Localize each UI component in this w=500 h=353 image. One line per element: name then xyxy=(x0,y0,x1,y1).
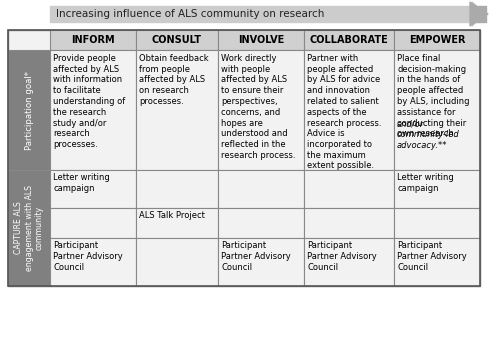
Bar xyxy=(218,208,304,238)
Bar xyxy=(394,170,480,208)
Bar xyxy=(304,170,394,208)
Text: Increasing influence of ALS community on research: Increasing influence of ALS community on… xyxy=(56,9,324,19)
Text: Participant
Partner Advisory
Council: Participant Partner Advisory Council xyxy=(397,241,467,271)
Text: Place final
decision-making
in the hands of
people affected
by ALS, including
as: Place final decision-making in the hands… xyxy=(397,54,469,138)
Bar xyxy=(50,30,136,50)
Bar xyxy=(394,50,480,170)
Text: Partner with
people affected
by ALS for advice
and innovation
related to salient: Partner with people affected by ALS for … xyxy=(307,54,382,170)
Bar xyxy=(136,30,218,50)
Text: Participant
Partner Advisory
Council: Participant Partner Advisory Council xyxy=(53,241,123,271)
Bar xyxy=(8,50,50,170)
Text: CONSULT: CONSULT xyxy=(152,35,202,45)
Bar xyxy=(394,238,480,286)
Text: Work directly
with people
affected by ALS
to ensure their
perspectives,
concerns: Work directly with people affected by AL… xyxy=(221,54,296,160)
Text: Participant
Partner Advisory
Council: Participant Partner Advisory Council xyxy=(307,241,377,271)
Text: EMPOWER: EMPOWER xyxy=(409,35,465,45)
Text: INVOLVE: INVOLVE xyxy=(238,35,284,45)
Bar xyxy=(50,170,136,208)
Bar xyxy=(8,170,50,286)
Text: CAPTURE ALS
engagement with ALS
community: CAPTURE ALS engagement with ALS communit… xyxy=(14,185,44,271)
Bar xyxy=(136,50,218,170)
Bar xyxy=(8,30,480,286)
Text: COLLABORATE: COLLABORATE xyxy=(310,35,388,45)
Bar xyxy=(218,238,304,286)
Text: Letter writing
campaign: Letter writing campaign xyxy=(53,173,110,193)
Text: Letter writing
campaign: Letter writing campaign xyxy=(397,173,454,193)
Text: INFORM: INFORM xyxy=(71,35,115,45)
Bar xyxy=(50,208,136,238)
Bar xyxy=(50,238,136,286)
Text: Provide people
affected by ALS
with information
to facilitate
understanding of
t: Provide people affected by ALS with info… xyxy=(53,54,125,149)
Bar xyxy=(304,238,394,286)
Polygon shape xyxy=(470,2,488,26)
Bar xyxy=(304,208,394,238)
Bar xyxy=(304,30,394,50)
Bar xyxy=(136,208,218,238)
Polygon shape xyxy=(50,7,470,21)
Text: Participant
Partner Advisory
Council: Participant Partner Advisory Council xyxy=(221,241,291,271)
Bar xyxy=(304,50,394,170)
Bar xyxy=(218,30,304,50)
Bar xyxy=(394,208,480,238)
Text: ALS Talk Project: ALS Talk Project xyxy=(139,211,205,220)
Bar xyxy=(394,30,480,50)
Polygon shape xyxy=(50,1,486,27)
Bar xyxy=(218,170,304,208)
Bar xyxy=(218,50,304,170)
Text: Participation goal*: Participation goal* xyxy=(24,71,34,150)
Bar xyxy=(136,238,218,286)
Bar xyxy=(136,170,218,208)
Bar xyxy=(8,30,480,286)
Bar xyxy=(50,50,136,170)
Text: and/or
community-led
advocacy.**: and/or community-led advocacy.** xyxy=(397,120,460,150)
Text: Obtain feedback
from people
affected by ALS
on research
processes.: Obtain feedback from people affected by … xyxy=(139,54,208,106)
